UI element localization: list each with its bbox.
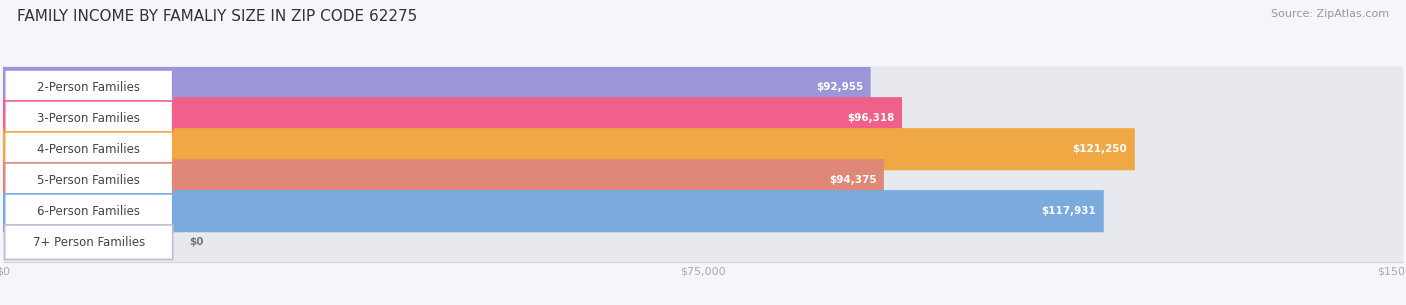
FancyBboxPatch shape bbox=[3, 66, 870, 108]
FancyBboxPatch shape bbox=[3, 159, 884, 201]
Text: Source: ZipAtlas.com: Source: ZipAtlas.com bbox=[1271, 9, 1389, 19]
FancyBboxPatch shape bbox=[4, 70, 173, 105]
FancyBboxPatch shape bbox=[3, 221, 1403, 263]
Text: $117,931: $117,931 bbox=[1042, 206, 1097, 216]
FancyBboxPatch shape bbox=[4, 132, 173, 167]
FancyBboxPatch shape bbox=[4, 194, 173, 228]
Text: 7+ Person Families: 7+ Person Families bbox=[32, 236, 145, 249]
Text: $0: $0 bbox=[190, 237, 204, 247]
Text: $121,250: $121,250 bbox=[1073, 144, 1128, 154]
Text: $92,955: $92,955 bbox=[815, 82, 863, 92]
Text: 5-Person Families: 5-Person Families bbox=[38, 174, 141, 187]
FancyBboxPatch shape bbox=[4, 225, 173, 260]
FancyBboxPatch shape bbox=[3, 190, 1403, 232]
Text: 2-Person Families: 2-Person Families bbox=[37, 81, 141, 94]
FancyBboxPatch shape bbox=[3, 97, 1403, 139]
FancyBboxPatch shape bbox=[3, 190, 1104, 232]
FancyBboxPatch shape bbox=[3, 159, 1403, 201]
FancyBboxPatch shape bbox=[4, 163, 173, 197]
Text: 4-Person Families: 4-Person Families bbox=[37, 143, 141, 156]
Text: 6-Person Families: 6-Person Families bbox=[37, 205, 141, 218]
FancyBboxPatch shape bbox=[3, 128, 1403, 170]
Text: 3-Person Families: 3-Person Families bbox=[38, 112, 141, 125]
FancyBboxPatch shape bbox=[4, 101, 173, 135]
Text: $94,375: $94,375 bbox=[828, 175, 876, 185]
Text: $96,318: $96,318 bbox=[848, 113, 894, 123]
FancyBboxPatch shape bbox=[3, 66, 1403, 108]
FancyBboxPatch shape bbox=[3, 128, 1135, 170]
FancyBboxPatch shape bbox=[3, 97, 903, 139]
Text: FAMILY INCOME BY FAMALIY SIZE IN ZIP CODE 62275: FAMILY INCOME BY FAMALIY SIZE IN ZIP COD… bbox=[17, 9, 418, 24]
